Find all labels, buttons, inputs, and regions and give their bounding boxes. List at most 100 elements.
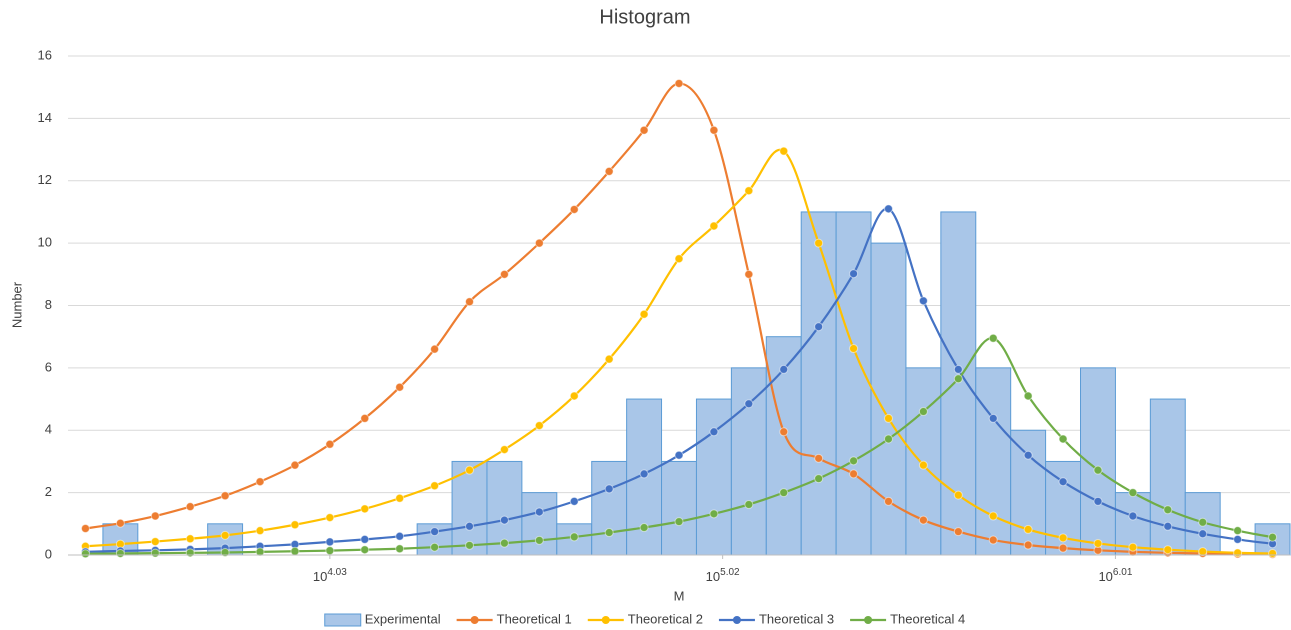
series-marker [499, 538, 509, 548]
series-marker [639, 125, 649, 135]
y-tick-label: 4 [45, 422, 52, 437]
legend-label: Theoretical 1 [497, 611, 572, 626]
series-marker [1023, 391, 1033, 401]
histogram-bar [1149, 398, 1186, 556]
y-tick-label: 0 [45, 546, 52, 561]
series-marker [499, 515, 509, 525]
series-marker [779, 364, 789, 374]
series-marker [988, 511, 998, 521]
series-marker [849, 456, 859, 466]
series-marker [709, 427, 719, 437]
series-marker [325, 537, 335, 547]
series-marker [1128, 511, 1138, 521]
series-marker [953, 374, 963, 384]
legend-swatch-marker [864, 616, 873, 624]
y-axis-label: Number [9, 281, 24, 328]
series-marker [709, 509, 719, 519]
series-marker [604, 354, 614, 364]
series-marker [569, 391, 579, 401]
series-marker [953, 364, 963, 374]
legend-swatch-marker [470, 616, 479, 624]
series-marker [395, 493, 405, 503]
series-marker [185, 502, 195, 512]
series-marker [1233, 534, 1243, 544]
series-marker [360, 504, 370, 514]
series-marker [395, 544, 405, 554]
series-marker [325, 513, 335, 523]
series-marker [290, 546, 300, 556]
series-marker [360, 534, 370, 544]
series-marker [325, 546, 335, 556]
series-marker [1128, 542, 1138, 552]
x-tick-label: 106.01 [1098, 567, 1132, 585]
series-marker [465, 540, 475, 550]
series-marker [1023, 450, 1033, 460]
series-marker [674, 450, 684, 460]
series-marker [465, 521, 475, 531]
series-marker [709, 221, 719, 231]
series-marker [918, 407, 928, 417]
series-marker [325, 439, 335, 449]
series-marker [1058, 434, 1068, 444]
legend-label: Theoretical 3 [759, 611, 834, 626]
histogram-bar [521, 492, 558, 556]
series-marker [534, 535, 544, 545]
series-marker [918, 460, 928, 470]
x-tick-label: 104.03 [313, 567, 347, 585]
series-marker [1233, 526, 1243, 536]
series-marker [430, 542, 440, 552]
series-marker [80, 549, 90, 559]
series-marker [360, 545, 370, 555]
series-marker [988, 333, 998, 343]
series-marker [395, 382, 405, 392]
legend-swatch-marker [732, 616, 741, 624]
histogram-bar [800, 211, 837, 556]
series-marker [185, 548, 195, 558]
y-tick-label: 12 [38, 172, 52, 187]
series-marker [883, 204, 893, 214]
series-marker [849, 269, 859, 279]
series-marker [185, 534, 195, 544]
legend-label: Theoretical 4 [890, 611, 965, 626]
series-marker [360, 413, 370, 423]
series-marker [150, 511, 160, 521]
series-marker [883, 434, 893, 444]
series-marker [1093, 496, 1103, 506]
y-tick-label: 14 [38, 110, 52, 125]
series-marker [1163, 505, 1173, 515]
series-marker [430, 481, 440, 491]
y-tick-label: 2 [45, 484, 52, 499]
histogram-bar [835, 211, 872, 556]
legend-swatch [324, 613, 362, 627]
series-marker [639, 309, 649, 319]
y-tick-label: 8 [45, 297, 52, 312]
series-marker [1268, 548, 1278, 558]
series-marker [639, 469, 649, 479]
series-marker [779, 427, 789, 437]
series-marker [220, 530, 230, 540]
series-marker [569, 204, 579, 214]
series-marker [569, 532, 579, 542]
series-marker [150, 548, 160, 558]
series-marker [1058, 477, 1068, 487]
series-marker [1023, 540, 1033, 550]
series-marker [604, 528, 614, 538]
series-marker [744, 499, 754, 509]
series-marker [674, 517, 684, 527]
series-marker [290, 460, 300, 470]
histogram-bar [975, 367, 1012, 556]
series-marker [744, 269, 754, 279]
x-tick-base: 10 [313, 569, 327, 584]
legend-swatch-marker [601, 616, 610, 624]
series-marker [255, 526, 265, 536]
series-marker [1163, 545, 1173, 555]
x-tick-label: 105.02 [706, 567, 740, 585]
histogram-bar [730, 367, 767, 556]
histogram-bar [591, 460, 628, 556]
series-marker [674, 254, 684, 264]
chart-title: Histogram [599, 6, 690, 28]
series-marker [1058, 543, 1068, 553]
series-marker [255, 547, 265, 557]
histogram-bar [661, 460, 697, 556]
